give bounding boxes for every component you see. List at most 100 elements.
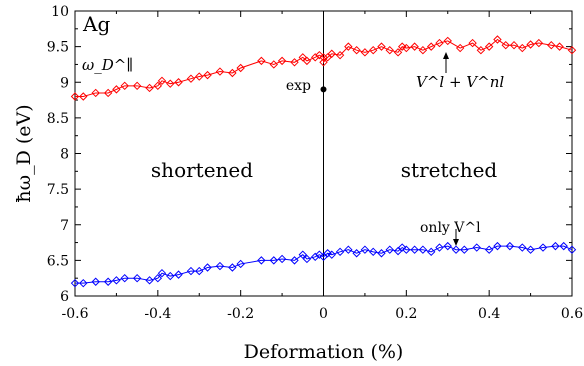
data-point: [174, 270, 183, 279]
data-point: [476, 45, 486, 55]
data-point: [79, 278, 88, 288]
right-region-label: stretched: [401, 158, 498, 182]
y-axis-title: ħω_D (eV): [13, 104, 35, 202]
data-point: [269, 60, 279, 69]
data-point: [368, 45, 378, 55]
data-point: [518, 243, 527, 252]
data-point: [186, 74, 196, 83]
data-point: [526, 40, 535, 49]
data-point: [352, 249, 361, 258]
data-point: [79, 92, 88, 101]
series-line: [75, 245, 573, 284]
data-point: [426, 42, 436, 51]
data-point: [315, 50, 324, 60]
data-point: [402, 43, 411, 53]
data-point: [335, 247, 345, 257]
data-point: [290, 58, 299, 67]
y-tick-label: 10: [51, 4, 69, 20]
data-point: [410, 42, 419, 51]
data-point: [132, 81, 142, 91]
data-point: [393, 48, 403, 57]
data-point: [157, 76, 167, 86]
data-point: [555, 42, 564, 51]
data-point: [257, 256, 266, 265]
x-tick-label: -0.4: [144, 306, 171, 322]
data-point: [360, 48, 370, 57]
data-point: [236, 63, 245, 73]
data-point: [443, 36, 452, 46]
x-axis-title: Deformation (%): [244, 341, 404, 363]
data-point: [385, 45, 394, 55]
x-tick-label: 0.2: [395, 306, 417, 322]
data-point: [551, 241, 560, 251]
data-point: [290, 256, 299, 265]
omega-label: ω_D^∥: [82, 56, 133, 74]
data-point: [203, 263, 212, 272]
data-point: [153, 273, 163, 283]
data-point: [460, 245, 469, 254]
data-point: [385, 245, 394, 254]
data-point: [315, 250, 324, 259]
data-point: [269, 256, 279, 265]
data-point: [132, 273, 142, 283]
data-point: [195, 72, 204, 81]
data-point: [402, 245, 411, 254]
data-point: [344, 245, 353, 254]
data-point: [103, 88, 113, 98]
y-tick-label: 8: [60, 147, 69, 163]
data-point: [426, 247, 436, 257]
data-point: [397, 42, 407, 51]
data-point: [112, 276, 121, 285]
data-point: [277, 254, 287, 264]
data-point: [319, 58, 328, 67]
y-tick-label: 7.5: [47, 182, 69, 198]
data-point: [435, 38, 444, 48]
data-point: [418, 45, 428, 55]
data-point: [166, 271, 175, 281]
data-point: [203, 70, 212, 80]
data-point: [145, 83, 154, 93]
data-point: [195, 266, 204, 276]
experiment-point: [320, 86, 327, 93]
data-point: [70, 278, 80, 288]
data-point: [215, 67, 225, 76]
data-point: [451, 245, 461, 254]
axes: [74, 10, 573, 297]
y-tick-label: 9: [60, 75, 69, 91]
data-point: [518, 43, 527, 53]
x-tick-label: -0.2: [227, 306, 254, 322]
data-point: [501, 40, 510, 50]
data-point: [215, 261, 225, 271]
data-point: [547, 40, 556, 50]
lower-arrow-head: [453, 239, 459, 246]
x-tick-label: 0: [319, 306, 328, 322]
y-tick-label: 7: [60, 218, 69, 234]
data-point: [505, 241, 515, 251]
data-point: [352, 45, 361, 55]
data-point: [526, 245, 535, 254]
data-point: [472, 243, 481, 252]
data-point: [91, 277, 100, 286]
data-point: [174, 78, 183, 87]
data-point: [567, 245, 577, 254]
x-tick-label: -0.6: [62, 306, 89, 322]
data-point: [103, 277, 113, 286]
data-point: [493, 35, 502, 44]
data-point: [323, 249, 332, 258]
data-point: [377, 42, 386, 51]
data-point: [153, 81, 163, 91]
data-point: [236, 259, 245, 269]
data-point: [484, 42, 494, 51]
data-point: [559, 241, 568, 251]
y-tick-label: 8.5: [47, 111, 69, 127]
data-point: [360, 245, 370, 254]
y-tick-label: 6: [60, 289, 69, 305]
data-point: [397, 243, 407, 252]
data-point: [418, 245, 428, 254]
left-region-label: shortened: [151, 158, 253, 182]
data-point: [484, 245, 494, 254]
data-point: [509, 40, 519, 50]
data-point: [468, 38, 477, 48]
data-point: [302, 56, 312, 66]
